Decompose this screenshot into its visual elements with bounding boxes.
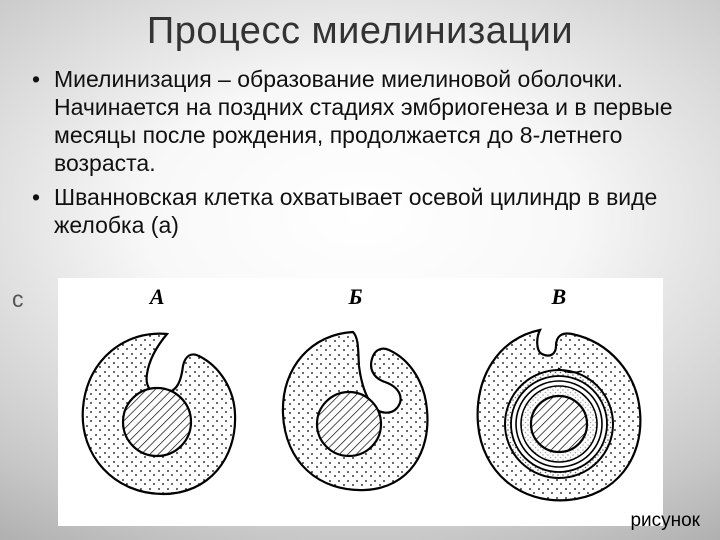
figure-item-a: А (67, 284, 247, 506)
figure-caption: рисунок (630, 510, 700, 532)
bullet-item: Шванновская клетка охватывает осевой цил… (54, 183, 686, 239)
bullet-item: Миелинизация – образование миелиновой об… (54, 65, 686, 177)
figure-row: А (58, 284, 663, 526)
schwann-diagram-a (67, 316, 247, 506)
bullet-list: Миелинизация – образование миелиновой об… (0, 53, 720, 239)
page-title: Процесс миелинизации (0, 0, 720, 53)
figure-label: А (67, 284, 247, 310)
truncated-text: с (12, 286, 24, 313)
schwann-diagram-v (464, 316, 654, 516)
figure-item-v: В (464, 284, 654, 516)
schwann-diagram-b (265, 316, 445, 506)
figure-item-b: Б (265, 284, 445, 506)
figure-label: Б (265, 284, 445, 310)
figure-panel: А (58, 278, 663, 526)
figure-label: В (464, 284, 654, 310)
